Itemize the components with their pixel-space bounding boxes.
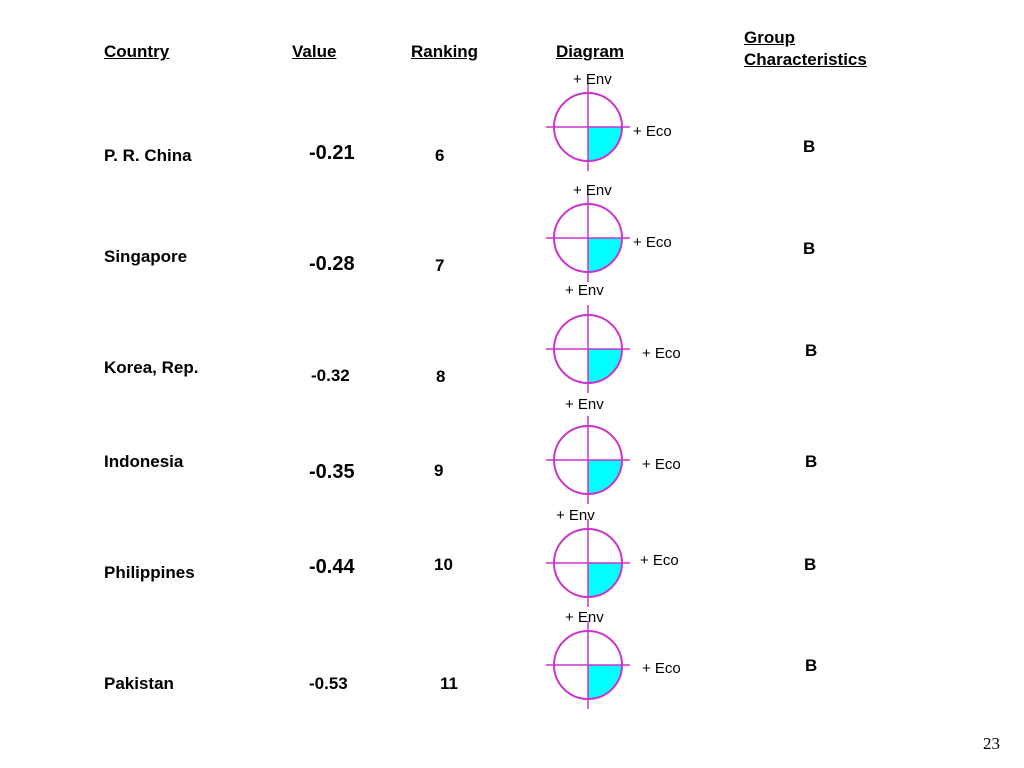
eco-env-quadrant-fill xyxy=(588,563,622,597)
country-name: Philippines xyxy=(104,563,195,582)
env-label: + Env xyxy=(573,71,612,88)
ranking-cell: 9 xyxy=(434,461,444,480)
eco-label: + Eco xyxy=(640,552,679,569)
ranking-cell: 10 xyxy=(434,555,453,574)
quadrant-diagram xyxy=(546,416,630,504)
eco-env-quadrant-fill xyxy=(588,665,622,699)
ranking-cell: 11 xyxy=(440,674,458,693)
header-value: Value xyxy=(292,42,337,61)
page-number: 23 xyxy=(983,734,1000,753)
env-label: + Env xyxy=(565,396,604,413)
value-cell: -0.35 xyxy=(309,461,355,483)
country-name: P. R. China xyxy=(104,146,192,165)
eco-label: + Eco xyxy=(633,234,672,251)
group-cell: B xyxy=(804,555,817,574)
eco-label: + Eco xyxy=(642,456,681,473)
quadrant-diagram xyxy=(546,194,630,282)
quadrant-diagram xyxy=(546,621,630,709)
group-cell: B xyxy=(805,656,818,675)
eco-env-quadrant-fill xyxy=(588,349,622,383)
header-ranking: Ranking xyxy=(411,42,479,61)
env-label: + Env xyxy=(556,507,595,524)
value-cell: -0.21 xyxy=(309,142,355,164)
group-cell: B xyxy=(805,452,818,471)
group-cell: B xyxy=(803,137,816,156)
country-name: Pakistan xyxy=(104,674,174,693)
country-name: Indonesia xyxy=(104,452,184,471)
header-group-line2: Characteristics xyxy=(744,50,867,69)
header-group-characteristics: Group Characteristics xyxy=(744,27,867,71)
header-country: Country xyxy=(104,42,170,61)
value-cell: -0.28 xyxy=(309,253,355,275)
eco-label: + Eco xyxy=(633,123,672,140)
ranking-cell: 8 xyxy=(436,367,446,386)
header-diagram: Diagram xyxy=(556,42,625,61)
eco-label: + Eco xyxy=(642,660,681,677)
quadrant-diagram xyxy=(546,305,630,393)
quadrant-diagram xyxy=(546,519,630,607)
eco-env-quadrant-fill xyxy=(588,238,622,272)
env-label: + Env xyxy=(573,182,612,199)
ranking-cell: 7 xyxy=(435,256,445,275)
header-group-line1: Group xyxy=(744,28,795,47)
eco-env-quadrant-fill xyxy=(588,460,622,494)
env-label: + Env xyxy=(565,609,604,626)
env-label: + Env xyxy=(565,282,604,299)
value-cell: -0.53 xyxy=(309,674,348,693)
value-cell: -0.44 xyxy=(309,556,355,578)
ranking-cell: 6 xyxy=(435,146,445,165)
country-name: Singapore xyxy=(104,247,188,266)
eco-label: + Eco xyxy=(642,345,681,362)
eco-env-quadrant-fill xyxy=(588,127,622,161)
group-cell: B xyxy=(805,341,818,360)
country-name: Korea, Rep. xyxy=(104,358,199,377)
group-cell: B xyxy=(803,239,816,258)
quadrant-diagram xyxy=(546,83,630,171)
value-cell: -0.32 xyxy=(311,366,350,385)
